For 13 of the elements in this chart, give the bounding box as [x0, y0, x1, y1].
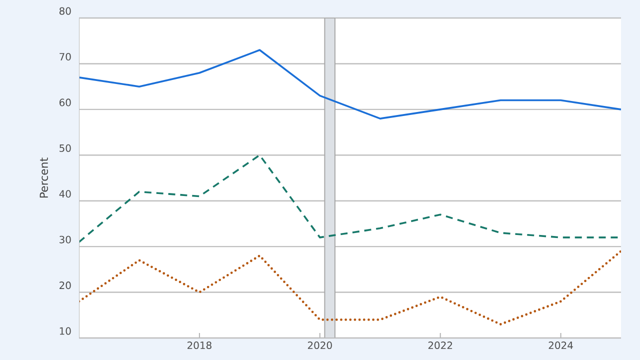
y-tick-label: 20 — [60, 282, 71, 290]
x-tick-label: 2018 — [188, 342, 212, 350]
y-axis-title: Percent — [40, 158, 48, 198]
y-tick-label: 30 — [60, 236, 71, 244]
x-tick-label: 2024 — [548, 342, 573, 350]
x-tick-label: 2022 — [428, 342, 452, 350]
y-tick-label: 70 — [60, 52, 71, 61]
y-tick-label: 40 — [59, 190, 71, 198]
y-tick-label: 10 — [60, 327, 71, 335]
x-tick-label: 2020 — [308, 342, 332, 350]
y-tick-label: 50 — [60, 144, 71, 152]
y-tick-label: 60 — [60, 98, 71, 106]
y-tick-label: 80 — [59, 7, 71, 15]
